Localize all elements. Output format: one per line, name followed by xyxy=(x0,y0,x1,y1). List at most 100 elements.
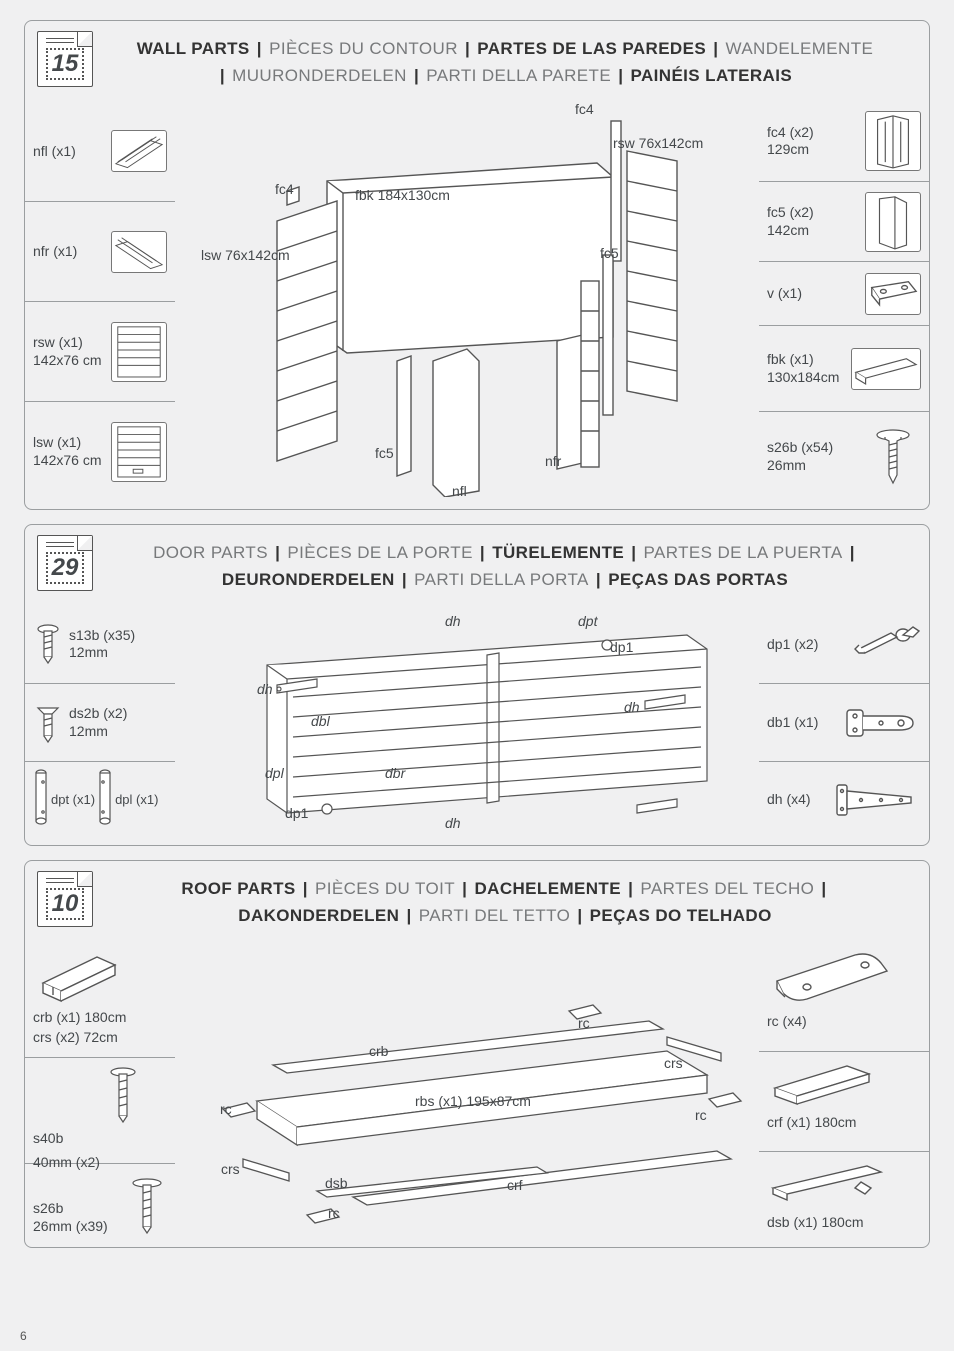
part-sub-crs: crs (x2) 72cm xyxy=(33,1029,118,1047)
rod-dpl-icon xyxy=(97,768,113,831)
callout-fc5: fc5 xyxy=(600,245,619,261)
roof-parts-left-column: crb (x1) 180cm crs (x2) 72cm s40b 40mm (… xyxy=(25,941,175,1241)
thumb-lsw xyxy=(111,422,167,482)
screw-ds2b-icon xyxy=(33,702,63,744)
part-label-nfr: nfr (x1) xyxy=(33,243,77,261)
thumb-fc4 xyxy=(865,111,921,171)
callout-dbl: dbl xyxy=(311,713,330,729)
door-parts-title: DOOR PARTS | PIÈCES DE LA PORTE | TÜRELE… xyxy=(25,525,929,605)
callout-rbs: rbs (x1) 195x87cm xyxy=(415,1093,531,1109)
wall-parts-section: 15 WALL PARTS | PIÈCES DU CONTOUR | PART… xyxy=(24,20,930,510)
screw-s26b-icon xyxy=(127,1175,167,1235)
part-label-fbk: fbk (x1) xyxy=(767,351,839,369)
thumb-dsb xyxy=(767,1158,887,1208)
wall-parts-title: WALL PARTS | PIÈCES DU CONTOUR | PARTES … xyxy=(25,21,929,101)
part-label-rsw: rsw (x1) xyxy=(33,334,101,352)
roof-parts-right-column: rc (x4) crf (x1) 180cm dsb (x1) 180cm xyxy=(759,941,929,1241)
callout-fbk: fbk 184x130cm xyxy=(355,187,450,203)
roof-exploded-view xyxy=(197,941,757,1237)
page-number: 6 xyxy=(20,1329,27,1343)
page-ref-icon: 10 xyxy=(37,871,93,927)
part-label-s40b: s40b xyxy=(33,1130,63,1148)
hinge-icon xyxy=(831,779,921,821)
callout-rc1: rc xyxy=(578,1015,590,1031)
instruction-page: 15 WALL PARTS | PIÈCES DU CONTOUR | PART… xyxy=(0,0,954,1351)
page-ref-number: 10 xyxy=(46,888,84,920)
callout-dh4: dh xyxy=(445,815,461,831)
callout-crb: crb xyxy=(369,1043,388,1059)
callout-dp1b: dp1 xyxy=(285,805,308,821)
callout-rsw: rsw 76x142cm xyxy=(613,135,703,151)
callout-crf: crf xyxy=(507,1177,523,1193)
screw-icon xyxy=(865,427,921,487)
part-label-dp1: dp1 (x2) xyxy=(767,636,818,654)
thumb-fc5 xyxy=(865,192,921,252)
part-label-lsw: lsw (x1) xyxy=(33,434,101,452)
thumb-v xyxy=(865,273,921,315)
callout-dpl: dpl xyxy=(265,765,284,781)
callout-dh3: dh xyxy=(624,699,640,715)
part-label-v: v (x1) xyxy=(767,285,802,303)
callout-dbr: dbr xyxy=(385,765,405,781)
thumb-nfl xyxy=(111,130,167,172)
part-sub-rsw: 142x76 cm xyxy=(33,352,101,370)
part-label-fc5: fc5 (x2) xyxy=(767,204,814,222)
part-sub-fc5: 142cm xyxy=(767,222,814,240)
thumb-fbk xyxy=(851,348,921,390)
door-exploded-view xyxy=(207,605,747,833)
part-sub-lsw: 142x76 cm xyxy=(33,452,101,470)
part-sub-s13b: 12mm xyxy=(69,644,135,662)
part-label-s13b: s13b (x35) xyxy=(69,627,135,645)
part-label-dpt: dpt (x1) xyxy=(51,792,95,808)
part-label-crf: crf (x1) 180cm xyxy=(767,1114,856,1132)
callout-dh: dh xyxy=(445,613,461,629)
part-label-crb: crb (x1) 180cm xyxy=(33,1009,126,1027)
thumb-rc xyxy=(767,947,897,1007)
part-sub-ds2b: 12mm xyxy=(69,723,127,741)
door-parts-section: 29 DOOR PARTS | PIÈCES DE LA PORTE | TÜR… xyxy=(24,524,930,846)
part-label-dsb: dsb (x1) 180cm xyxy=(767,1214,863,1232)
callout-crs2: crs xyxy=(221,1161,240,1177)
part-sub-fc4: 129cm xyxy=(767,141,814,159)
callout-nfr: nfr xyxy=(545,453,561,469)
part-label-dpl: dpl (x1) xyxy=(115,792,158,808)
callout-fc5b: fc5 xyxy=(375,445,394,461)
thumb-db1 xyxy=(841,702,921,744)
thumb-nfr xyxy=(111,231,167,273)
callout-dpt: dpt xyxy=(578,613,597,629)
part-sub-s40b: 40mm (x2) xyxy=(33,1154,100,1172)
part-label-dh: dh (x4) xyxy=(767,791,811,809)
part-label-nfl: nfl (x1) xyxy=(33,143,76,161)
thumb-crb xyxy=(33,947,123,1007)
part-label-s26b: s26b (x54) xyxy=(767,439,833,457)
rod-dpt-icon xyxy=(33,768,49,831)
callout-dh2: dh xyxy=(257,681,273,697)
part-label-db1: db1 (x1) xyxy=(767,714,818,732)
door-parts-left-column: s13b (x35) 12mm ds2b (x2) 12mm xyxy=(25,605,175,837)
thumb-rsw xyxy=(111,322,167,382)
part-label-s26b: s26b xyxy=(33,1200,108,1218)
page-ref-icon: 29 xyxy=(37,535,93,591)
wall-parts-left-column: nfl (x1) nfr (x1) rsw (x1) 142x76 cm xyxy=(25,101,175,501)
roof-parts-section: 10 ROOF PARTS | PIÈCES DU TOIT | DACHELE… xyxy=(24,860,930,1248)
door-parts-right-column: dp1 (x2) db1 (x1) dh (x4) xyxy=(759,605,929,837)
page-ref-number: 29 xyxy=(46,552,84,584)
page-ref-icon: 15 xyxy=(37,31,93,87)
callout-rc2: rc xyxy=(220,1101,232,1117)
callout-dsb: dsb xyxy=(325,1175,348,1191)
screw-s13b-icon xyxy=(33,623,63,665)
wall-exploded-view xyxy=(197,101,757,497)
thumb-dp1 xyxy=(841,623,921,665)
part-sub-fbk: 130x184cm xyxy=(767,369,839,387)
wall-parts-right-column: fc4 (x2) 129cm fc5 (x2) 142cm xyxy=(759,101,929,501)
callout-dp1: dp1 xyxy=(610,639,633,655)
thumb-crf xyxy=(767,1058,877,1108)
part-label-fc4: fc4 (x2) xyxy=(767,124,814,142)
part-label-ds2b: ds2b (x2) xyxy=(69,705,127,723)
callout-fc4: fc4 xyxy=(575,101,594,117)
callout-fc4b: fc4 xyxy=(275,181,294,197)
part-sub-s26b: 26mm xyxy=(767,457,833,475)
screw-s40b-icon xyxy=(33,1064,153,1124)
callout-nfl: nfl xyxy=(452,483,467,499)
callout-crs1: crs xyxy=(664,1055,683,1071)
